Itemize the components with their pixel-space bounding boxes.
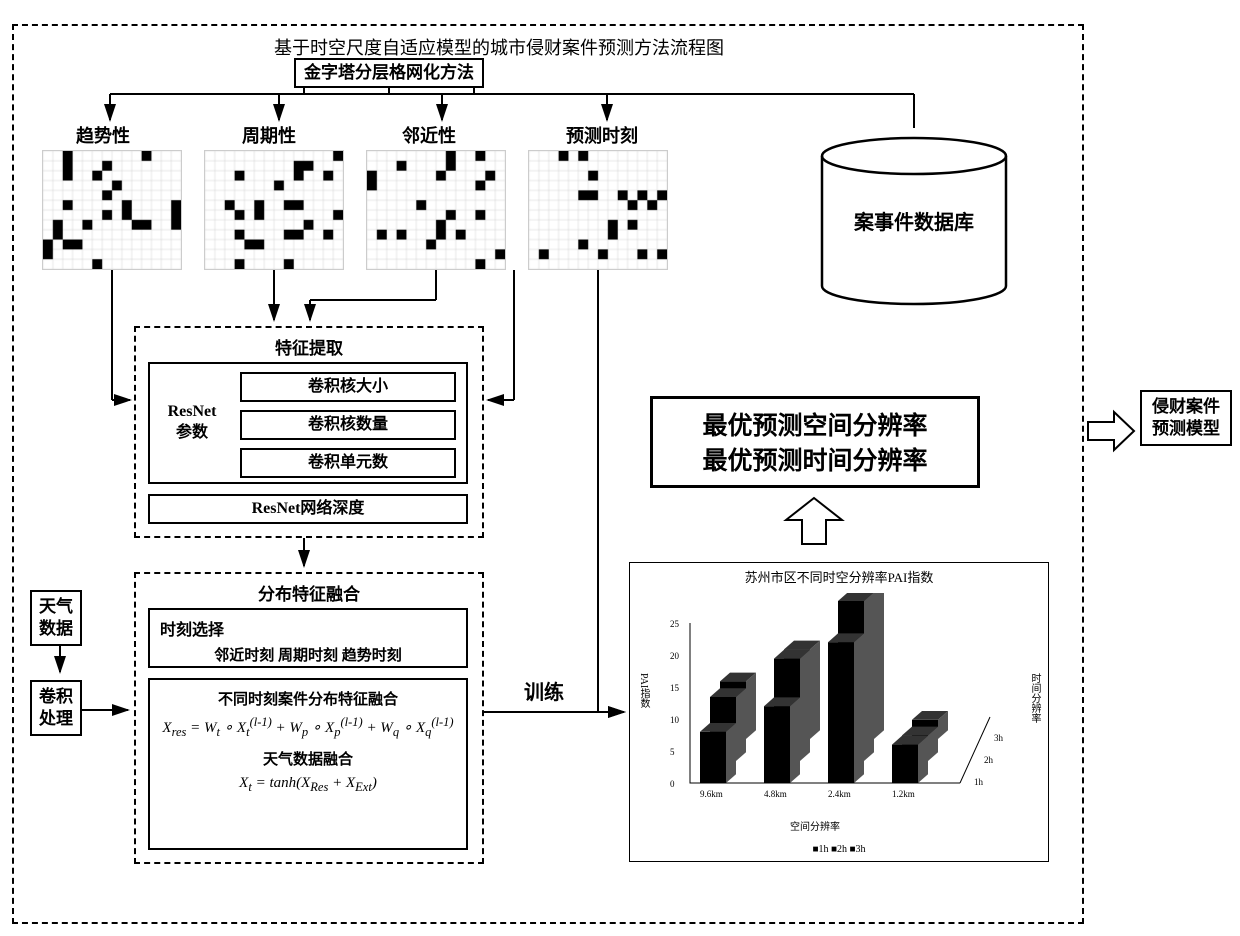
database-label: 案事件数据库 [844,206,984,235]
output-block-arrow [1086,406,1136,456]
chart-svg: 0 5 10 15 20 25 3h 2h 1h 9.6km 4.8km 2.4km 1.2km [650,593,1030,823]
resnet-params-group: ResNet参数 卷积核大小 卷积核数量 卷积单元数 [148,362,468,484]
svg-text:10: 10 [670,715,680,725]
svg-text:0: 0 [670,779,675,789]
branch-proximity-label: 邻近性 [402,122,456,148]
resnet-label: ResNet参数 [158,402,226,444]
fusion-detail-title1: 不同时刻案件分布特征融合 [158,688,458,709]
svg-text:2.4km: 2.4km [828,789,851,799]
pai-chart: 苏州市区不同时空分辨率PAI指数 0 5 10 15 20 25 3h 2h 1h 9.6km 4.… [629,562,1049,862]
resnet-depth-box: ResNet网络深度 [148,494,468,524]
chart-ylabel: PAI指数 [636,673,651,708]
conv-to-fusion-arrow [82,704,134,716]
chart-zlabel: 时间分辨率 [1027,673,1042,723]
branch-periodic-label: 周期性 [242,122,296,148]
fusion-title: 分布特征融合 [136,580,482,605]
optimal-line1: 最优预测空间分辨率 [653,409,977,444]
svg-text:3h: 3h [994,733,1004,743]
diagram-title: 基于时空尺度自适应模型的城市侵财案件预测方法流程图 [274,34,724,60]
periodic-grid [204,150,344,270]
formula-1: Xres = Wt ∘ Xt(l-1) + Wp ∘ Xp(l-1) + Wq … [158,715,458,740]
pyramid-branch-arrows [14,88,1064,128]
fusion-detail-box: 不同时刻案件分布特征融合 Xres = Wt ∘ Xt(l-1) + Wp ∘ … [148,678,468,850]
param-unit-count: 卷积单元数 [240,448,456,478]
param-kernel-size: 卷积核大小 [240,372,456,402]
optimal-resolution-box: 最优预测空间分辨率 最优预测时间分辨率 [650,396,980,488]
trend-grid [42,150,182,270]
svg-text:5: 5 [670,747,675,757]
svg-text:1h: 1h [974,777,984,787]
fusion-box: 分布特征融合 时刻选择 邻近时刻 周期时刻 趋势时刻 不同时刻案件分布特征融合 … [134,572,484,864]
outer-dashed-frame: 基于时空尺度自适应模型的城市侵财案件预测方法流程图 金字塔分层格网化方法 趋势性… [12,24,1084,924]
output-model-box: 侵财案件预测模型 [1140,390,1232,446]
conv-proc-box: 卷积处理 [30,680,82,736]
chart-legend: ■1h ■2h ■3h [630,844,1048,855]
predict-grid [528,150,668,270]
time-select-items: 邻近时刻 周期时刻 趋势时刻 [160,644,456,665]
pyramid-method-box: 金字塔分层格网化方法 [294,58,484,88]
formula-2: Xt = tanh(XRes + XExt) [158,775,458,795]
svg-text:9.6km: 9.6km [700,789,723,799]
weather-data-box: 天气数据 [30,590,82,646]
branch-predict-label: 预测时刻 [566,122,638,148]
train-label: 训练 [524,676,564,705]
chart-to-optimal-arrow [774,496,854,548]
chart-xlabel: 空间分辨率 [790,818,840,833]
svg-text:4.8km: 4.8km [764,789,787,799]
feature-extract-title: 特征提取 [136,334,482,359]
chart-title: 苏州市区不同时空分辨率PAI指数 [630,567,1048,586]
svg-text:25: 25 [670,619,680,629]
time-select-title: 时刻选择 [160,616,456,640]
svg-text:20: 20 [670,651,680,661]
param-kernel-count: 卷积核数量 [240,410,456,440]
fusion-detail-title2: 天气数据融合 [158,748,458,769]
branch-trend-label: 趋势性 [76,122,130,148]
weather-to-conv-arrow [50,646,70,678]
proximity-grid [366,150,506,270]
svg-text:15: 15 [670,683,680,693]
time-select-box: 时刻选择 邻近时刻 周期时刻 趋势时刻 [148,608,468,668]
feature-extract-box: 特征提取 ResNet参数 卷积核大小 卷积核数量 卷积单元数 ResNet网络… [134,326,484,538]
feature-to-fusion-arrow [294,538,314,572]
svg-text:1.2km: 1.2km [892,789,915,799]
optimal-line2: 最优预测时间分辨率 [653,444,977,479]
svg-text:2h: 2h [984,755,994,765]
